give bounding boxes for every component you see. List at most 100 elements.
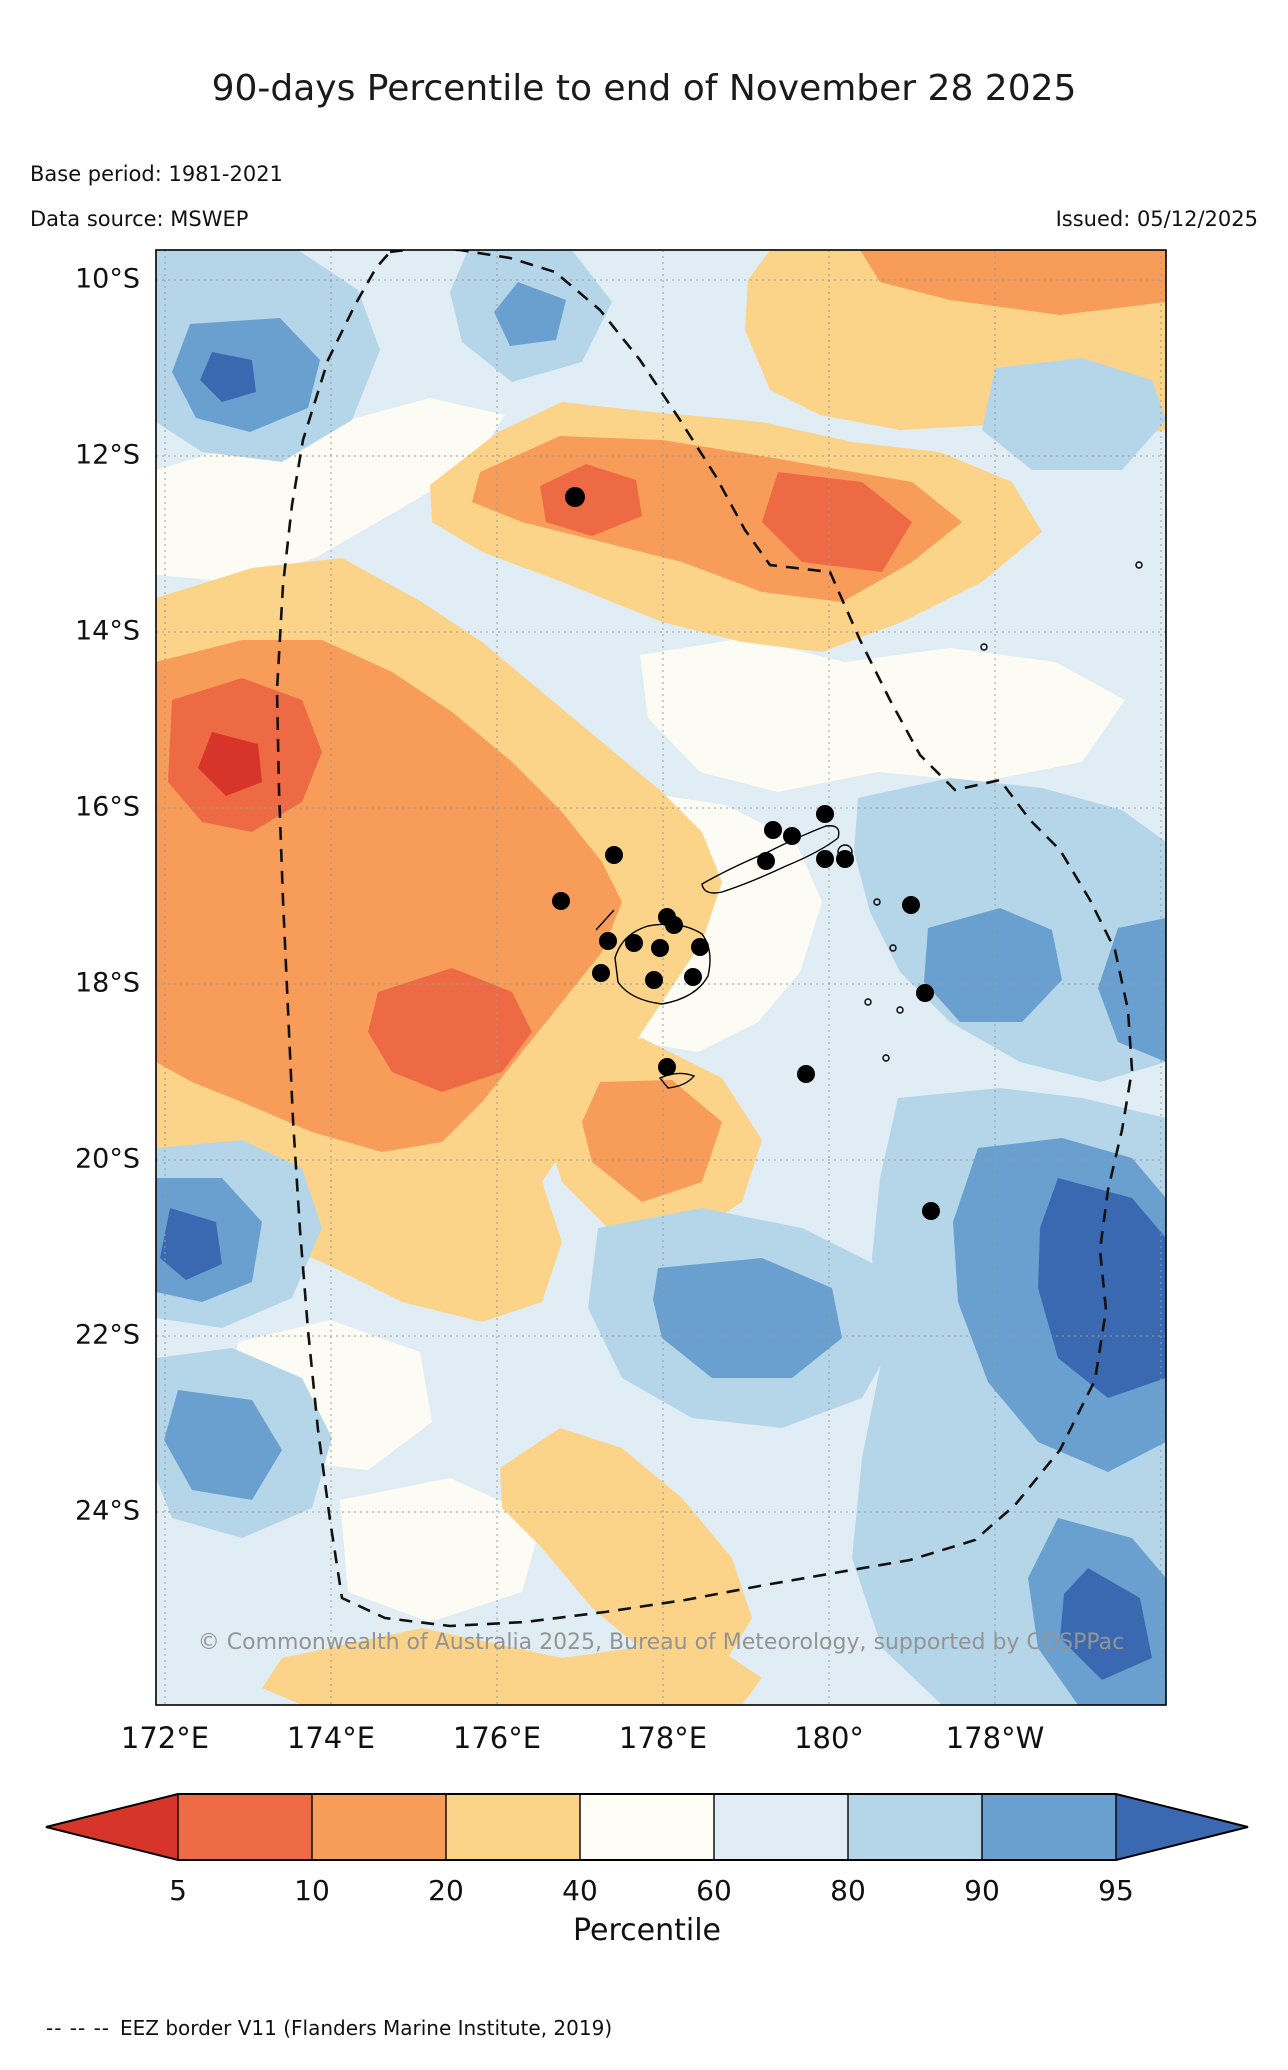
contour-region [198,732,262,796]
x-axis-label: 178°E [619,1721,707,1755]
station-dot [783,827,801,845]
x-axis-label: 176°E [453,1721,541,1755]
station-dot [658,1058,676,1076]
colorbar-tick-labels: 5 10 20 40 60 80 90 95 [169,1874,1134,1907]
y-axis-label: 22°S [75,1320,140,1351]
colorbar-tick-label: 90 [964,1874,1000,1907]
data-source-label: Data source: MSWEP [30,207,249,231]
contour-region [860,250,1166,315]
colorbar-segment [178,1794,312,1860]
graticule-grid [156,250,1166,1705]
x-axis-label: 172°E [121,1721,209,1755]
x-axis-label: 178°W [946,1721,1045,1755]
contour-region [164,1390,282,1500]
contour-region [1038,1178,1166,1398]
contour-region [762,472,912,572]
map-frame [155,249,1167,1706]
colorbar-tick-label: 10 [294,1874,330,1907]
y-axis-label: 12°S [75,440,140,471]
eez-legend-note: -- -- -- EEZ border V11 (Flanders Marine … [46,2016,612,2040]
colorbar-tick-label: 20 [428,1874,464,1907]
colorbar-tick-label: 95 [1098,1874,1134,1907]
copyright-note: © Commonwealth of Australia 2025, Bureau… [197,1630,1125,1655]
station-dot [645,971,663,989]
colorbar: 5 10 20 40 60 80 90 95 Percentile [45,1793,1249,1948]
island-small [873,898,881,906]
station-dot [691,938,709,956]
station-dot [816,805,834,823]
station-dot [565,487,585,507]
y-axis-label: 10°S [75,264,140,295]
issued-label: Issued: 05/12/2025 [1055,207,1258,231]
island-vanua-levu [701,825,840,894]
station-dot [651,939,669,957]
colorbar-segment [982,1794,1116,1860]
station-dot [922,1202,940,1220]
x-axis-labels: 172°E 174°E 176°E 178°E 180° 178°W [121,1721,1044,1755]
eez-dash-symbol: -- -- -- [46,2016,111,2040]
colorbar-segment-dividers [177,1794,1117,1860]
station-dot [764,821,782,839]
island-small [882,1054,890,1062]
colorbar-segment [312,1794,446,1860]
station-dots [552,487,940,1220]
contour-region [982,358,1166,470]
colorbar-segment [446,1794,580,1860]
island-small [889,944,897,952]
island-small [1135,561,1143,569]
y-axis-label: 16°S [75,792,140,823]
island-small [980,643,988,651]
station-dot [836,850,854,868]
contour-region [582,1080,722,1202]
island-viti-levu [614,923,711,1005]
contour-region [160,1208,222,1280]
eez-border-path [275,250,1134,1628]
y-axis-label: 14°S [75,616,140,647]
station-dot [684,968,702,986]
station-dot [916,984,934,1002]
contour-region [368,968,532,1092]
x-axis-label: 174°E [287,1721,375,1755]
island-outlines [595,561,1143,1089]
eez-legend-text: EEZ border V11 (Flanders Marine Institut… [120,2016,613,2040]
contour-region [653,1258,842,1378]
colorbar-tick-label: 80 [830,1874,866,1907]
station-dot [592,964,610,982]
contour-region [200,352,256,402]
y-axis-label: 20°S [75,1144,140,1175]
contour-region [1060,1568,1152,1680]
station-dot [902,896,920,914]
x-axis-label: 180° [794,1721,864,1755]
page-title: 90-days Percentile to end of November 28… [211,68,1077,109]
contour-region [500,1428,752,1668]
colorbar-segment [580,1794,714,1860]
y-axis-labels: 10°S 12°S 14°S 16°S 18°S 20°S 22°S 24°S [75,264,140,1527]
station-dot [665,916,683,934]
island-yasawa [595,909,615,931]
y-axis-label: 24°S [75,1496,140,1527]
colorbar-arrow-high [1116,1794,1248,1860]
station-dot [757,852,775,870]
contour-region [340,1478,542,1622]
contour-region [262,1628,762,1705]
colorbar-segment [714,1794,848,1860]
station-dot [552,892,570,910]
contour-region [640,638,1125,792]
island-small [896,1006,904,1014]
colorbar-tick-label: 5 [169,1874,187,1907]
contour-region [494,282,566,346]
colorbar-title: Percentile [573,1913,721,1948]
station-dot [816,850,834,868]
station-dot [605,846,623,864]
contour-region [924,908,1062,1022]
colorbar-outline [45,1793,1249,1861]
station-dot [625,934,643,952]
colorbar-segment [848,1794,982,1860]
colorbar-tick-label: 60 [696,1874,732,1907]
colorbar-tick-label: 40 [562,1874,598,1907]
station-dot [599,932,617,950]
base-period-label: Base period: 1981-2021 [30,162,283,186]
island-small [864,998,872,1006]
